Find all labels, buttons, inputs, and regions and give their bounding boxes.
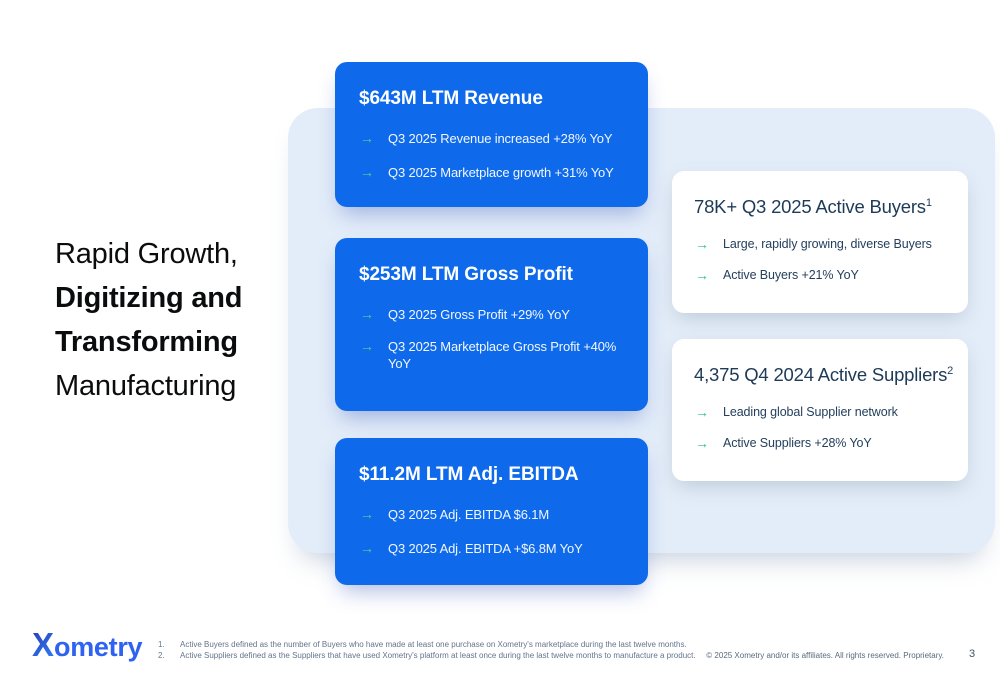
metric-bullet-text: Q3 2025 Marketplace growth +31% YoY xyxy=(388,165,614,180)
metric-card-ebitda: $11.2M LTM Adj. EBITDA → Q3 2025 Adj. EB… xyxy=(335,438,648,585)
metric-bullet-text: Q3 2025 Adj. EBITDA $6.1M xyxy=(388,507,550,522)
info-bullet-text: Large, rapidly growing, diverse Buyers xyxy=(723,237,932,251)
footnote-2: 2. Active Suppliers defined as the Suppl… xyxy=(158,651,696,662)
metric-card-title: $643M LTM Revenue xyxy=(359,88,543,109)
arrow-right-icon: → xyxy=(695,435,709,451)
page-number: 3 xyxy=(969,648,976,660)
footnote-superscript: 2 xyxy=(947,364,954,377)
footnote-superscript: 1 xyxy=(925,196,932,209)
title-line-2: Digitizing and xyxy=(55,282,243,314)
info-bullet-row: → Active Buyers +21% YoY xyxy=(695,267,956,284)
info-bullet-text: Active Buyers +21% YoY xyxy=(723,268,859,282)
footnote-1: 1. Active Buyers defined as the number o… xyxy=(158,640,696,651)
metric-bullet-text: Q3 2025 Adj. EBITDA +$6.8M YoY xyxy=(388,541,583,556)
info-card-title-text: 4,375 Q4 2024 Active Suppliers xyxy=(694,364,948,385)
metric-bullet-row: → Q3 2025 Adj. EBITDA +$6.8M YoY xyxy=(360,540,630,561)
metric-bullet-text: Q3 2025 Revenue increased +28% YoY xyxy=(388,131,613,146)
info-card-active-buyers: 78K+ Q3 2025 Active Buyers1 → Large, rap… xyxy=(672,171,968,313)
info-bullet-text: Active Suppliers +28% YoY xyxy=(723,436,872,450)
arrow-right-icon: → xyxy=(695,236,709,252)
arrow-right-icon: → xyxy=(360,540,374,556)
metric-bullet-text: Q3 2025 Gross Profit +29% YoY xyxy=(388,307,570,322)
title-line-3: Transforming xyxy=(55,326,238,358)
footnote-text: Active Buyers defined as the number of B… xyxy=(180,640,687,649)
metric-card-title: $253M LTM Gross Profit xyxy=(359,264,573,285)
xometry-logo: Xometry xyxy=(32,626,143,664)
footnotes: 1. Active Buyers defined as the number o… xyxy=(158,640,696,661)
info-bullet-text: Leading global Supplier network xyxy=(723,405,898,419)
info-bullet-row: → Large, rapidly growing, diverse Buyers xyxy=(695,236,956,253)
info-bullet-row: → Leading global Supplier network xyxy=(695,404,956,421)
xometry-logo-wordmark: ometry xyxy=(54,632,143,662)
info-card-title: 78K+ Q3 2025 Active Buyers1 xyxy=(694,196,956,218)
metric-bullet-row: → Q3 2025 Revenue increased +28% YoY xyxy=(360,130,630,151)
xometry-logo-x-mark: X xyxy=(32,626,55,663)
arrow-right-icon: → xyxy=(360,306,374,322)
title-line-4: Manufacturing xyxy=(55,370,237,402)
arrow-right-icon: → xyxy=(360,338,374,354)
metric-card-revenue: $643M LTM Revenue → Q3 2025 Revenue incr… xyxy=(335,62,648,207)
footnote-number: 1. xyxy=(158,640,165,649)
arrow-right-icon: → xyxy=(360,506,374,522)
metric-bullet-row: → Q3 2025 Marketplace Gross Profit +40% … xyxy=(360,338,630,376)
metric-card-gross-profit: $253M LTM Gross Profit → Q3 2025 Gross P… xyxy=(335,238,648,411)
metric-bullet-row: → Q3 2025 Marketplace growth +31% YoY xyxy=(360,164,630,185)
copyright-text: © 2025 Xometry and/or its affiliates. Al… xyxy=(706,651,944,660)
metric-bullet-row: → Q3 2025 Gross Profit +29% YoY xyxy=(360,306,630,327)
info-card-active-suppliers: 4,375 Q4 2024 Active Suppliers2 → Leadin… xyxy=(672,339,968,481)
info-bullet-row: → Active Suppliers +28% YoY xyxy=(695,435,956,452)
arrow-right-icon: → xyxy=(360,130,374,146)
metric-bullet-row: → Q3 2025 Adj. EBITDA $6.1M xyxy=(360,506,630,527)
info-card-title: 4,375 Q4 2024 Active Suppliers2 xyxy=(694,364,956,386)
footnote-number: 2. xyxy=(158,650,165,660)
metric-bullet-text: Q3 2025 Marketplace Gross Profit +40% Yo… xyxy=(388,339,617,371)
slide-title: Rapid Growth, Digitizing and Transformin… xyxy=(55,232,325,408)
info-card-title-text: 78K+ Q3 2025 Active Buyers xyxy=(694,196,926,217)
metric-card-title: $11.2M LTM Adj. EBITDA xyxy=(359,464,579,485)
title-line-1: Rapid Growth, xyxy=(55,238,238,270)
arrow-right-icon: → xyxy=(360,164,374,180)
arrow-right-icon: → xyxy=(695,267,709,283)
arrow-right-icon: → xyxy=(695,404,709,420)
footnote-text: Active Suppliers defined as the Supplier… xyxy=(180,650,696,660)
